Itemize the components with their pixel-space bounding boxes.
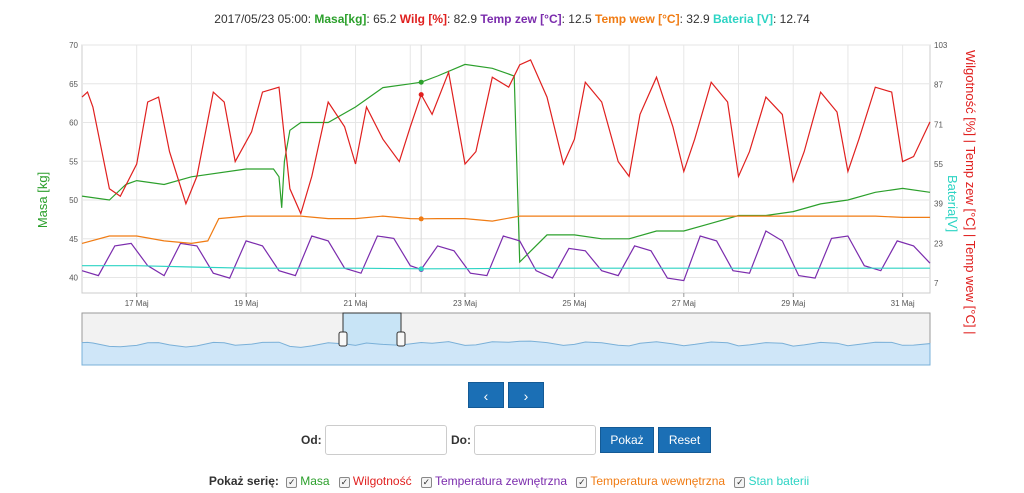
legend-timestamp: 2017/05/23 05:00: — [214, 12, 312, 26]
series-line-temperatura-wewn-trzna — [81, 215, 930, 245]
legend-label-masa: Masa[kg] — [314, 12, 367, 26]
checkbox-icon[interactable]: ✓ — [734, 477, 746, 488]
left-tick-label: 55 — [69, 157, 78, 166]
toggle-wilgotnosc[interactable]: ✓ Wilgotność — [338, 474, 412, 488]
left-tick-label: 60 — [69, 119, 78, 128]
x-tick-label: 23 Maj — [453, 299, 477, 308]
series-toggle-label: Pokaż serię: — [208, 474, 279, 488]
checkbox-icon[interactable]: ✓ — [286, 477, 298, 488]
grid — [82, 44, 930, 293]
chevron-left-icon: ‹ — [483, 388, 489, 404]
navigator-handle-right[interactable] — [396, 331, 406, 347]
chevron-right-icon: › — [523, 388, 529, 404]
legend-label-bateria: Bateria [V] — [712, 12, 773, 26]
right-tick-label: 7 — [934, 279, 939, 288]
left-tick-label: 65 — [69, 80, 78, 89]
plot-frame — [81, 44, 931, 294]
hover-markers — [418, 79, 424, 272]
x-tick-label: 31 Maj — [891, 299, 915, 308]
toggle-masa[interactable]: ✓ Masa — [286, 474, 330, 488]
prev-button[interactable]: ‹ — [468, 382, 504, 408]
to-label: Do: — [451, 433, 471, 447]
right-axis-title: Wilgotność [%] | Temp zew [°C] | Temp we… — [963, 50, 978, 334]
right-tick-label: 39 — [934, 200, 943, 209]
left-tick-label: 70 — [69, 41, 78, 50]
right-axis-title-battery: Bateria[V] — [945, 175, 960, 232]
date-range-form: Od: Do: Pokaż Reset — [0, 425, 1024, 455]
toggle-stan-baterii[interactable]: ✓ Stan baterii — [734, 474, 810, 488]
legend-label-wilg: Wilg [%] — [399, 12, 447, 26]
hover-marker-wilgotno- — [418, 92, 424, 98]
legend-value-temp-wew: 32.9 — [686, 12, 710, 26]
series-line-wilgotno- — [81, 59, 931, 216]
checkbox-icon[interactable]: ✓ — [338, 477, 350, 488]
navigator-series — [81, 340, 931, 366]
reset-button[interactable]: Reset — [658, 427, 711, 453]
right-tick-label: 23 — [934, 239, 943, 248]
left-axis-title: Masa [kg] — [35, 172, 50, 228]
left-tick-label: 40 — [69, 274, 78, 283]
hover-marker-masa — [418, 79, 424, 85]
toggle-temp-zewnetrzna[interactable]: ✓ Temperatura zewnętrzna — [420, 474, 568, 488]
x-tick-label: 19 Maj — [234, 299, 258, 308]
next-button[interactable]: › — [508, 382, 544, 408]
from-label: Od: — [301, 433, 322, 447]
chart-area[interactable]: 40 45 50 55 60 65 70 7 23 39 55 71 87 103 17 Maj 19 Maj… — [0, 0, 1024, 372]
legend-label-temp-zew: Temp zew [°C] — [480, 12, 562, 26]
series-line-stan-baterii — [82, 265, 930, 270]
x-tick-label: 21 Maj — [344, 299, 368, 308]
to-date-input[interactable] — [474, 425, 596, 455]
show-button[interactable]: Pokaż — [600, 427, 654, 453]
left-tick-label: 50 — [69, 196, 78, 205]
x-tick-label: 27 Maj — [672, 299, 696, 308]
left-tick-label: 45 — [69, 235, 78, 244]
navigator-handle-left[interactable] — [338, 331, 348, 347]
series-line-temperatura-zewn-trzna — [81, 230, 931, 282]
x-tick-label: 25 Maj — [562, 299, 586, 308]
hover-marker-stan-baterii — [418, 266, 424, 272]
checkbox-icon[interactable]: ✓ — [576, 477, 588, 488]
legend-value-wilg: 82.9 — [453, 12, 478, 26]
hover-marker-temperatura-wewn-trzna — [418, 216, 424, 222]
right-tick-label: 103 — [934, 41, 948, 50]
x-tick-label: 17 Maj — [125, 299, 149, 308]
series-toggles: Pokaż serię: ✓ Masa ✓ Wilgotność ✓ Temperat… — [0, 474, 1024, 488]
checkbox-icon[interactable]: ✓ — [420, 477, 432, 488]
toggle-temp-wewnetrzna[interactable]: ✓ Temperatura wewnętrzna — [576, 474, 726, 488]
right-tick-label: 87 — [934, 81, 943, 90]
legend-value-bateria: 12.74 — [779, 12, 810, 26]
series-lines — [81, 59, 931, 282]
legend-value-temp-zew: 12.5 — [568, 12, 592, 26]
legend-value-masa: 65.2 — [373, 12, 397, 26]
axis-ticks: 40 45 50 55 60 65 70 7 23 39 55 71 87 103 17 Maj 19 Maj… — [69, 41, 948, 308]
right-tick-label: 71 — [934, 120, 943, 129]
x-tick-label: 29 Maj — [781, 299, 805, 308]
from-date-input[interactable] — [325, 425, 447, 455]
right-tick-label: 55 — [934, 160, 943, 169]
legend-label-temp-wew: Temp wew [°C] — [595, 12, 680, 26]
hover-legend: 2017/05/23 05:00: Masa[kg]: 65.2 Wilg [%… — [214, 12, 810, 26]
